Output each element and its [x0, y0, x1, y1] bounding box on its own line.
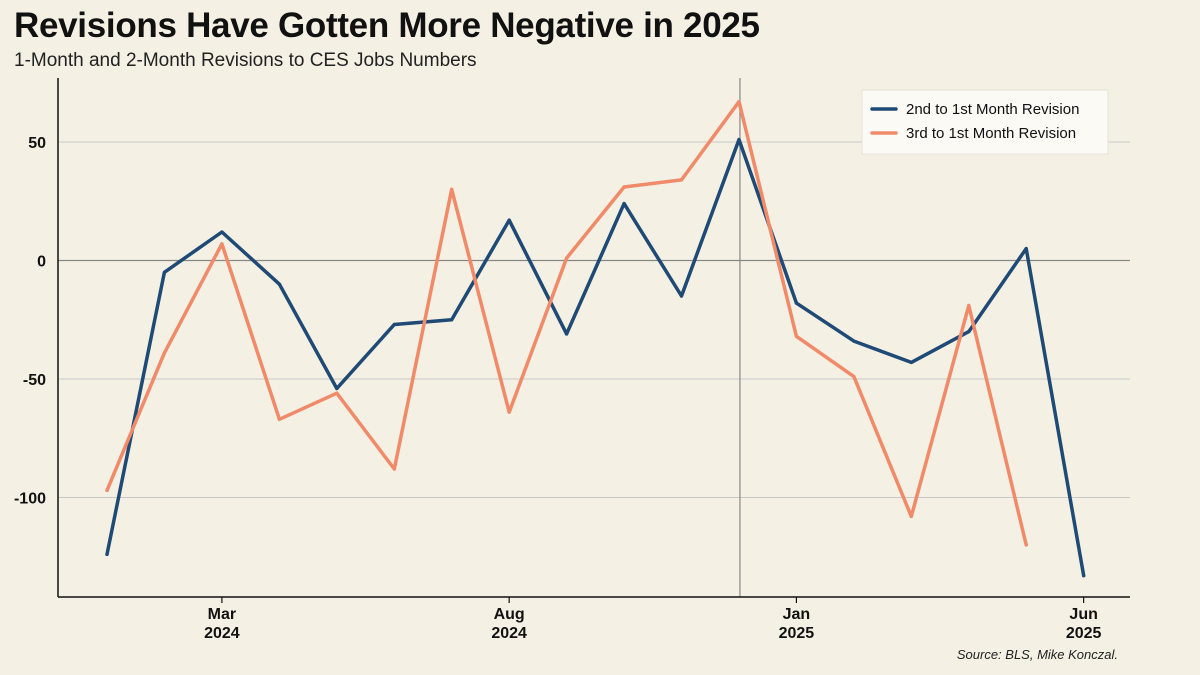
y-tick-label: 0 — [37, 253, 46, 270]
grid-lines — [58, 78, 1130, 597]
y-tick-label: -50 — [23, 372, 46, 389]
x-tick-label: Jun — [1069, 606, 1097, 623]
x-tick-label: Aug — [494, 606, 525, 623]
data-point — [450, 318, 454, 322]
x-tick-label-year: 2025 — [779, 625, 815, 642]
data-point — [335, 386, 339, 391]
data-point — [622, 202, 626, 206]
data-point — [679, 178, 684, 182]
data-point — [507, 410, 511, 414]
data-point — [220, 230, 224, 234]
source-note: Source: BLS, Mike Konczal. — [956, 647, 1118, 662]
data-point — [909, 514, 913, 519]
data-point — [794, 334, 799, 338]
x-tick-label: Mar — [208, 606, 236, 623]
data-point — [967, 329, 971, 334]
data-point — [450, 187, 454, 191]
data-point — [794, 301, 799, 305]
data-point — [622, 185, 626, 189]
x-tick-labels: Mar 2024 Aug 2024 Jan 2025 Jun 2025 — [204, 606, 1101, 642]
data-point — [1024, 543, 1028, 547]
data-point — [1082, 574, 1086, 578]
y-tick-label: -100 — [14, 490, 46, 507]
data-point — [105, 488, 109, 492]
legend-label: 3rd to 1st Month Revision — [906, 125, 1076, 142]
chart-subtitle: 1-Month and 2-Month Revisions to CES Job… — [14, 50, 477, 71]
data-point — [392, 467, 396, 471]
legend: 2nd to 1st Month Revision 3rd to 1st Mont… — [861, 89, 1109, 155]
data-point — [220, 242, 224, 246]
data-point — [737, 100, 741, 104]
data-point — [852, 375, 856, 379]
data-point — [335, 391, 339, 395]
data-point — [967, 303, 971, 308]
legend-label: 2nd to 1st Month Revision — [906, 101, 1079, 118]
data-point — [1024, 247, 1028, 251]
y-tick-labels: 50 0 -50 -100 — [14, 135, 46, 507]
legend-box — [861, 89, 1109, 155]
x-tick-label: Jan — [783, 606, 811, 623]
y-tick-label: 50 — [28, 135, 46, 152]
series-line-1 — [105, 137, 1086, 578]
data-point — [162, 270, 167, 274]
data-point — [105, 552, 109, 556]
chart-title: Revisions Have Gotten More Negative in 2… — [14, 6, 760, 45]
data-point — [565, 256, 569, 260]
x-tick-label-year: 2024 — [204, 625, 240, 642]
series-line-2 — [105, 99, 1028, 547]
axes — [57, 78, 1130, 603]
data-point — [277, 282, 281, 286]
data-point — [277, 417, 281, 421]
data-point — [507, 218, 511, 222]
data-point — [679, 294, 684, 298]
x-tick-label-year: 2025 — [1066, 625, 1102, 642]
data-point — [909, 360, 913, 364]
series-lines — [105, 99, 1086, 578]
data-point — [162, 351, 167, 355]
data-point — [565, 332, 569, 336]
x-tick-label-year: 2024 — [491, 625, 527, 642]
data-point — [392, 322, 396, 327]
data-point — [852, 339, 856, 343]
data-point — [737, 138, 741, 142]
